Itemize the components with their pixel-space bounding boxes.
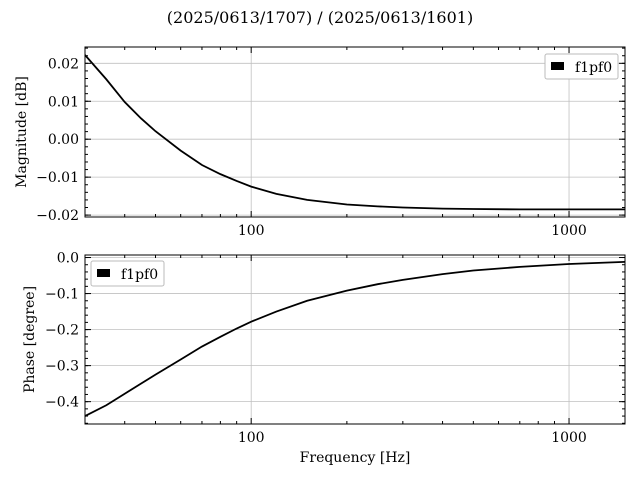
legend-label: f1pf0 bbox=[575, 60, 612, 76]
x-tick-label: 1000 bbox=[551, 430, 587, 446]
y-tick-label: −0.2 bbox=[45, 323, 79, 339]
legend-swatch bbox=[551, 62, 564, 70]
y-tick-label: −0.1 bbox=[45, 287, 79, 303]
x-tick-label: 100 bbox=[238, 223, 265, 239]
x-tick-label: 100 bbox=[238, 430, 265, 446]
y-tick-label: −0.02 bbox=[36, 208, 79, 224]
plot-frame bbox=[84, 46, 626, 218]
magnitude-panel: 100 1000 0.02 0.01 0.00 −0.01 −0.02 Magnitude [… bbox=[14, 46, 626, 239]
series-line bbox=[84, 54, 625, 211]
legend-box bbox=[544, 53, 619, 80]
x-tick-label: 1000 bbox=[551, 223, 587, 239]
y-tick-label: 0.01 bbox=[48, 94, 79, 110]
y-tick-label: 0.0 bbox=[57, 251, 79, 267]
legend: f1pf0 bbox=[544, 53, 619, 80]
y-axis-label: Magnitude [dB] bbox=[14, 76, 30, 188]
y-tick-label: 0.00 bbox=[48, 132, 79, 148]
y-tick-label: −0.4 bbox=[45, 395, 79, 411]
legend-label: f1pf0 bbox=[121, 267, 158, 283]
legend: f1pf0 bbox=[90, 260, 165, 287]
chart-title: (2025/0613/1707) / (2025/0613/1601) bbox=[167, 8, 473, 27]
phase-panel: 100 1000 0.0 −0.1 −0.2 −0.3 −0.4 Phase [degree]… bbox=[22, 251, 626, 446]
series-line bbox=[84, 260, 626, 417]
y-tick-label: −0.3 bbox=[45, 359, 79, 375]
x-axis-label: Frequency [Hz] bbox=[300, 450, 411, 466]
legend-box bbox=[90, 260, 165, 287]
y-axis-label: Phase [degree] bbox=[22, 286, 38, 393]
legend-swatch bbox=[97, 269, 110, 277]
y-tick-label: −0.01 bbox=[36, 170, 79, 186]
plot-frame bbox=[84, 254, 626, 425]
y-tick-label: 0.02 bbox=[48, 56, 79, 72]
